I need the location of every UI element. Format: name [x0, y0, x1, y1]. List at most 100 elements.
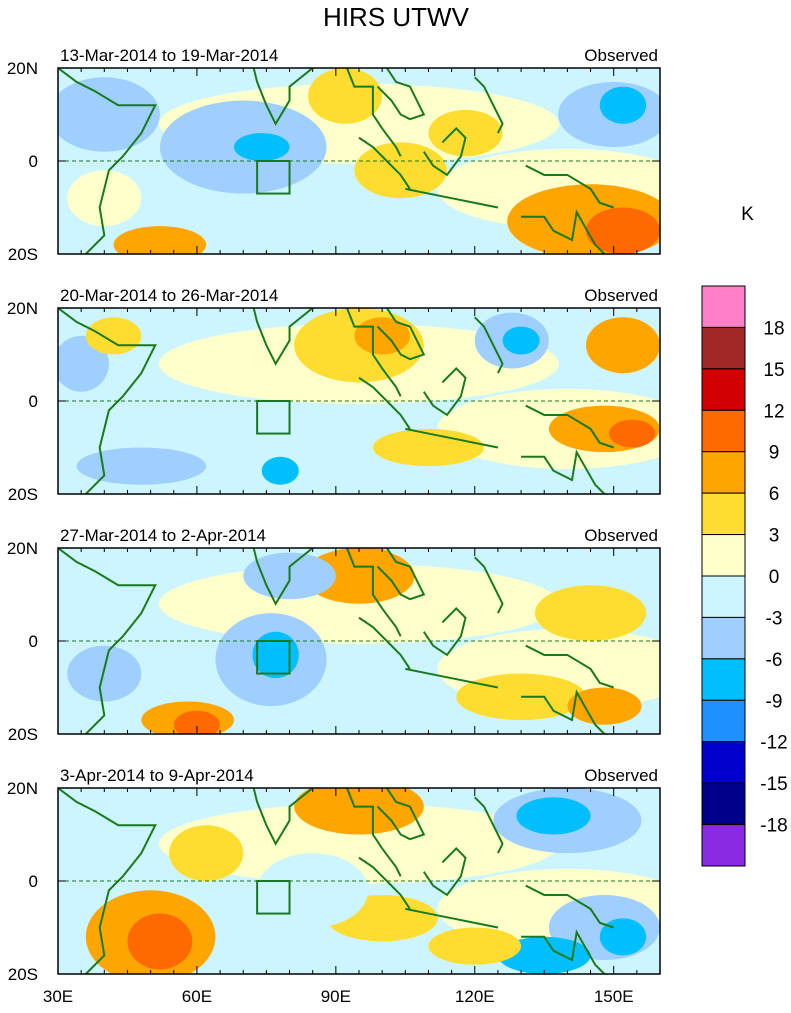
colorbar-swatch [701, 699, 746, 743]
lon-tick-label: 120E [455, 987, 495, 1006]
colorbar-swatch [701, 492, 746, 536]
panel-label: Observed [584, 766, 658, 785]
colorbar-label: -9 [766, 691, 783, 712]
coastline [405, 187, 499, 209]
coastline [345, 68, 402, 157]
anomaly-region [609, 419, 656, 448]
coastline [521, 689, 606, 734]
coastline [422, 847, 467, 897]
lat-tick-label: 20N [7, 59, 38, 78]
coastline [525, 884, 615, 929]
coastline [187, 308, 315, 366]
coastline [474, 76, 504, 134]
lat-tick-label: 20S [8, 245, 38, 264]
anomaly-region [428, 927, 522, 965]
coastline [474, 316, 504, 374]
coastline [58, 308, 157, 494]
anomaly-region [85, 317, 142, 355]
anomaly-region [585, 317, 660, 374]
longitude-axis: 30E 60E 90E 120E 150E [43, 987, 634, 1006]
anomaly-region [233, 133, 290, 161]
panel-title: 3-Apr-2014 to 9-Apr-2014 [60, 766, 254, 785]
panel-title: 13-Mar-2014 to 19-Mar-2014 [60, 46, 278, 65]
colorbar-label: 9 [769, 443, 780, 464]
target-box [256, 880, 291, 915]
colorbar-label: 0 [769, 567, 780, 588]
coastline [376, 308, 426, 361]
colorbar-label: -3 [766, 608, 783, 629]
lat-tick-label: 0 [29, 632, 38, 651]
colorbar-label: 6 [769, 484, 780, 505]
anomaly-region [585, 207, 660, 254]
colorbar-swatch [701, 616, 746, 660]
coastline [422, 607, 467, 657]
coastline [521, 209, 606, 254]
colorbar-swatch [701, 368, 746, 411]
anomaly-region [113, 226, 207, 254]
anomaly-region [354, 142, 447, 199]
coastline [405, 907, 499, 929]
colorbar-swatch [701, 658, 746, 701]
colorbar-label: -15 [760, 774, 787, 795]
coastline [525, 404, 615, 449]
panel-label: Observed [584, 286, 658, 305]
coastline [187, 68, 315, 126]
target-box [256, 160, 291, 195]
colorbar-label: 15 [763, 360, 784, 381]
coastline [525, 164, 615, 209]
lat-tick-label: 0 [29, 152, 38, 171]
colorbar-label: -6 [766, 650, 783, 671]
coastline [345, 548, 402, 637]
coastline [58, 548, 157, 734]
panel-field-2 [58, 308, 660, 494]
coastline [376, 788, 426, 841]
colorbar-label: -12 [760, 733, 787, 754]
lat-tick-label: 0 [29, 872, 38, 891]
colorbar-swatch [701, 824, 746, 867]
anomaly-region [169, 825, 244, 881]
anomaly-region [308, 68, 383, 124]
coastline [358, 616, 411, 670]
anomaly-region [58, 77, 160, 152]
coastline [474, 796, 504, 854]
coastline [187, 548, 315, 606]
panel-3: 20N 0 20S 27-Mar-2014 to 2-Apr-2014 Observed [7, 526, 661, 744]
panel-label: Observed [584, 526, 658, 545]
anomaly-region [76, 447, 207, 485]
lon-tick-label: 30E [43, 987, 73, 1006]
coastline [422, 367, 467, 417]
panel-field-3 [58, 548, 660, 734]
coastline [358, 376, 411, 430]
target-box [256, 400, 291, 435]
panel-4: 20N 0 20S 3-Apr-2014 to 9-Apr-2014 Observed [7, 766, 661, 984]
anomaly-region [159, 803, 559, 884]
colorbar-swatch [701, 741, 746, 784]
colorbar-label: -18 [760, 816, 787, 837]
anomaly-region [67, 170, 142, 227]
anomaly-region [497, 936, 591, 974]
anomaly-region [67, 645, 142, 702]
anomaly-region [567, 687, 642, 725]
coastline [422, 127, 467, 177]
anomaly-region [516, 797, 591, 835]
coastline [358, 136, 411, 190]
panel-label: Observed [584, 46, 658, 65]
panel-title: 20-Mar-2014 to 26-Mar-2014 [60, 286, 278, 305]
coastline [521, 449, 606, 494]
coastline [58, 68, 157, 254]
colorbar-swatch [701, 534, 746, 577]
coastline [345, 308, 402, 397]
panel-1: 20N 0 20S 13-Mar-2014 to 19-Mar-2014 Observe… [7, 46, 661, 264]
panels: 20N 0 20S 13-Mar-2014 to 19-Mar-2014 Observe… [7, 46, 661, 984]
anomaly-region [428, 109, 503, 157]
lat-tick-label: 20S [8, 485, 38, 504]
coastline [187, 788, 315, 846]
anomaly-region [127, 913, 193, 970]
colorbar-unit: K [741, 204, 754, 225]
colorbar-swatch [701, 409, 746, 453]
lat-tick-label: 20S [8, 965, 38, 984]
panel-field-4 [58, 788, 660, 974]
colorbar-label: 18 [763, 318, 784, 339]
colorbar-swatch [701, 782, 746, 826]
